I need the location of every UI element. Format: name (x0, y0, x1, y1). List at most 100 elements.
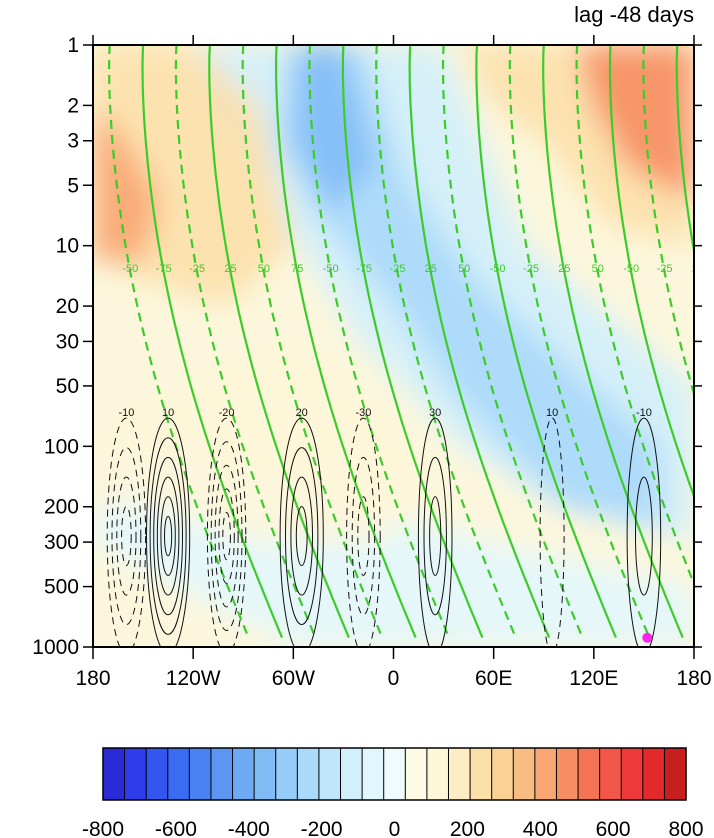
green-contour-line (710, 45, 714, 638)
green-contour-line (308, 45, 451, 639)
colorbar-label: 600 (596, 818, 631, 838)
shaded-region (577, 45, 694, 202)
x-tick-label: 60W (272, 667, 315, 690)
green-contour-label: -75 (156, 263, 172, 275)
anomaly-contour (121, 506, 132, 567)
anomaly-contour (423, 456, 447, 616)
anomaly-contour (160, 496, 176, 576)
colorbar-swatch (556, 748, 579, 800)
black-contours (106, 417, 662, 647)
green-contour-label: 75 (291, 263, 303, 275)
colorbar-label: -400 (228, 818, 270, 838)
anomaly-contour-label: -30 (355, 407, 371, 419)
green-contour-line (542, 45, 684, 639)
colorbar-swatch (383, 748, 406, 800)
green-contour-line (107, 45, 250, 639)
colorbar-swatch (103, 748, 126, 800)
anomaly-contour-label: -20 (219, 407, 235, 419)
green-contour-label: 25 (425, 263, 437, 275)
green-contour-label: -25 (390, 263, 406, 275)
y-tick-label: 5 (67, 174, 79, 197)
anomaly-contour-label: -10 (118, 407, 134, 419)
green-contour-line (375, 45, 517, 639)
y-tick-label: 1 (67, 34, 79, 57)
anomaly-contour (279, 417, 324, 647)
colorbar-swatch (146, 748, 169, 800)
y-tick-label: 30 (56, 330, 79, 353)
anomaly-contour (635, 476, 653, 596)
green-contour-line (241, 45, 384, 639)
plot-area: -50 -75 -25 25 50 75 -50 -75 -25 25 50 -50 -25 25 50 -5… (93, 45, 714, 647)
colorbar-swatch (232, 748, 255, 800)
green-contour-line (341, 45, 484, 639)
x-tick-label: 60E (475, 667, 512, 690)
colorbar-swatch (189, 748, 212, 800)
colorbar-swatch (362, 748, 385, 800)
colorbar-swatch (297, 748, 320, 800)
green-contour-line (508, 45, 651, 639)
green-contour-line (675, 45, 694, 257)
anomaly-contour-label: 10 (546, 407, 558, 419)
shaded-region (293, 45, 377, 215)
anomaly-contour (222, 512, 231, 561)
colorbar-label: -200 (301, 818, 343, 838)
anomaly-contour-label: -10 (636, 407, 652, 419)
anomaly-contour (429, 496, 442, 576)
x-tick-label: 180 (75, 667, 110, 690)
green-contour-label: 25 (224, 263, 236, 275)
anomaly-contour (164, 515, 173, 557)
chart-title: lag -48 days (574, 2, 694, 27)
colorbar-label: 800 (668, 818, 703, 838)
anomaly-contour (210, 441, 243, 631)
colorbar-swatch (534, 748, 558, 800)
x-tick-label: 120E (569, 667, 618, 690)
anomaly-contour-label: 30 (429, 407, 441, 419)
anomaly-contour (153, 456, 184, 616)
location-marker (642, 632, 653, 643)
colorbar-label: 0 (389, 818, 401, 838)
green-contour-line (275, 45, 417, 639)
anomaly-contour (290, 476, 314, 596)
green-contour-line (642, 45, 694, 398)
y-tick-label: 2 (67, 94, 79, 117)
colorbar-swatch (275, 748, 298, 800)
colorbar-label: -800 (82, 818, 124, 838)
colorbar-swatch (167, 748, 190, 800)
anomaly-contour (149, 437, 187, 635)
colorbar-label: -600 (155, 818, 197, 838)
anomaly-contour (346, 417, 381, 647)
colorbar-swatch (578, 748, 601, 800)
green-contour-line (441, 45, 584, 639)
axes: 180 120W 60W 0 60E 120E 180 1 2 3 5 10 20 30 50 100 200 3… (32, 34, 711, 690)
green-contour-label: 50 (592, 263, 604, 275)
colorbar-swatch (642, 748, 665, 800)
anomaly-contour (295, 506, 308, 567)
x-tick-label: 0 (388, 667, 400, 690)
green-contour-label: -25 (189, 263, 205, 275)
y-tick-label: 300 (44, 531, 79, 554)
green-contour-line (575, 45, 694, 587)
green-contour-line (408, 45, 551, 639)
y-tick-label: 50 (56, 375, 79, 398)
shaded-region (93, 341, 427, 543)
anomaly-contour (218, 488, 235, 584)
green-contour-label: -25 (523, 263, 539, 275)
anomaly-contour (111, 447, 142, 626)
x-tick-label: 180 (676, 667, 711, 690)
y-tick-label: 200 (44, 496, 79, 519)
green-contour-label: -50 (623, 263, 639, 275)
y-tick-label: 500 (44, 576, 79, 599)
anomaly-contour (214, 464, 239, 608)
anomaly-contour (156, 476, 180, 596)
y-tick-label: 3 (67, 130, 79, 153)
colorbar-swatch (340, 748, 363, 800)
green-contour-label: 50 (458, 263, 470, 275)
colorbar-frame (102, 747, 687, 801)
green-contour-line (475, 45, 617, 639)
colorbar-swatch (621, 748, 644, 800)
green-contour-label: -50 (122, 263, 138, 275)
shaded-region (93, 105, 160, 262)
colorbar-swatch (470, 748, 493, 800)
anomaly-contour (116, 476, 137, 596)
colorbar-swatch (664, 748, 687, 800)
